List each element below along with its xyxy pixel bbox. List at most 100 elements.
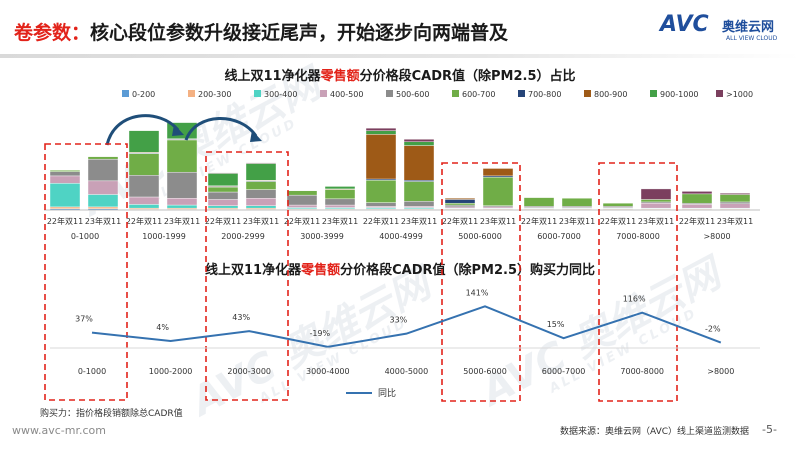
chart1-title: 线上双11净化器零售额分价格段CADR值（除PM2.5）占比 <box>224 69 576 84</box>
bar-segment <box>245 163 277 181</box>
x-tick-label: 7000-8000 <box>620 367 664 376</box>
bar-label: 23年双11 <box>322 216 358 226</box>
bar-segment <box>444 199 476 204</box>
legend-label: 700-800 <box>528 90 561 99</box>
bar-label: 23年双11 <box>559 216 595 226</box>
footnote: 购买力：指价格段销额除总CADR值 <box>40 409 183 419</box>
group-label: 6000-7000 <box>537 232 581 241</box>
bar-segment <box>324 204 356 208</box>
page-title-prefix: 卷参数： <box>14 22 91 44</box>
curved-arrow <box>105 114 180 146</box>
legend-swatch <box>320 90 327 97</box>
data-label: 116% <box>623 295 646 304</box>
bar-segment <box>286 204 318 208</box>
bar-segment <box>207 173 239 187</box>
legend-label: 900-1000 <box>660 90 699 99</box>
bar-segment <box>365 202 397 207</box>
bar-segment <box>49 170 81 172</box>
bar-label: 22年双11 <box>442 216 478 226</box>
bar-segment <box>166 204 198 209</box>
bar-segment <box>681 191 713 195</box>
header: 卷参数：核心段位参数升级接近尾声，开始逐步向两端普及 AVC 奥维云网 ALL … <box>0 0 800 62</box>
bar-segment <box>681 204 713 209</box>
bar-label: 23年双11 <box>243 216 279 226</box>
x-tick-label: 6000-7000 <box>542 367 586 376</box>
bar-segment <box>324 186 356 190</box>
x-tick-label: 4000-5000 <box>385 367 429 376</box>
group-label: 3000-3999 <box>300 232 344 241</box>
x-tick-label: 2000-3000 <box>227 367 271 376</box>
bar-segment <box>403 201 435 207</box>
x-tick-label: >8000 <box>707 367 734 376</box>
group-label: >8000 <box>703 232 730 241</box>
bar-segment <box>444 198 476 200</box>
data-label: 15% <box>547 320 565 329</box>
bar-segment <box>602 202 634 207</box>
group-label: 0-1000 <box>71 232 99 241</box>
bar-segment <box>365 180 397 203</box>
bar-segment <box>482 168 514 177</box>
data-label: -19% <box>309 329 330 338</box>
bar-segment <box>403 145 435 181</box>
legend-label: 300-400 <box>264 90 297 99</box>
x-tick-label: 5000-6000 <box>463 367 507 376</box>
bar-segment <box>286 190 318 196</box>
x-tick-label: 1000-2000 <box>149 367 193 376</box>
highlight-box <box>205 151 289 401</box>
bar-label: 23年双11 <box>164 216 200 226</box>
legend-swatch <box>650 90 657 97</box>
bar-segment <box>128 204 160 209</box>
bar-segment <box>523 197 555 207</box>
bar-segment <box>561 198 593 207</box>
bar-segment <box>482 176 514 206</box>
page-number: -5- <box>762 423 777 436</box>
bar-label: 22年双11 <box>126 216 162 226</box>
arrow-head <box>250 130 262 142</box>
bar-segment <box>403 141 435 146</box>
website: www.avc-mr.com <box>12 424 106 437</box>
bar-segment <box>365 130 397 135</box>
legend-swatch <box>584 90 591 97</box>
bar-segment <box>719 201 751 205</box>
chart2-title: 线上双11净化器零售额分价格段CADR值（除PM2.5）购买力同比 <box>204 263 595 278</box>
legend-label: 200-300 <box>198 90 231 99</box>
legend-swatch <box>122 90 129 97</box>
bar-segment <box>207 191 239 200</box>
x-tick-label: 0-1000 <box>78 367 106 376</box>
avc-logo: AVC 奥维云网 ALL VIEW CLOUD <box>660 10 790 50</box>
bar-segment <box>87 194 119 208</box>
legend-label: 600-700 <box>462 90 495 99</box>
bar-segment <box>166 198 198 206</box>
logo-brand: AVC <box>660 12 709 37</box>
legend-swatch <box>716 90 723 97</box>
bar-segment <box>286 194 318 206</box>
data-label: 141% <box>466 288 489 297</box>
bar-segment <box>365 127 397 131</box>
highlight-box <box>598 162 678 402</box>
bar-segment <box>207 186 239 193</box>
bar-segment <box>444 204 476 208</box>
bar-segment <box>245 205 277 209</box>
bar-label: 22年双11 <box>679 216 715 226</box>
bar-label: 22年双11 <box>363 216 399 226</box>
bar-segment <box>719 193 751 195</box>
data-source: 数据来源：奥维云网（AVC）线上渠道监测数据 <box>560 427 750 437</box>
bar-label: 22年双11 <box>284 216 320 226</box>
header-divider <box>0 54 800 58</box>
data-label: 4% <box>156 323 169 332</box>
legend-label: 同比 <box>378 387 396 399</box>
legend-swatch <box>254 90 261 97</box>
legend-swatch <box>518 90 525 97</box>
data-label: 33% <box>390 316 408 325</box>
bar-segment <box>128 153 160 176</box>
page-title: 卷参数：核心段位参数升级接近尾声，开始逐步向两端普及 <box>14 18 508 45</box>
trend-line <box>91 305 722 348</box>
arrow-head <box>172 124 184 136</box>
bar-label: 22年双11 <box>47 216 83 226</box>
highlight-box <box>44 143 128 401</box>
bar-segment <box>166 139 198 173</box>
bar-segment <box>87 158 119 182</box>
bar-label: 22年双11 <box>600 216 636 226</box>
legend-label: 0-200 <box>132 90 155 99</box>
